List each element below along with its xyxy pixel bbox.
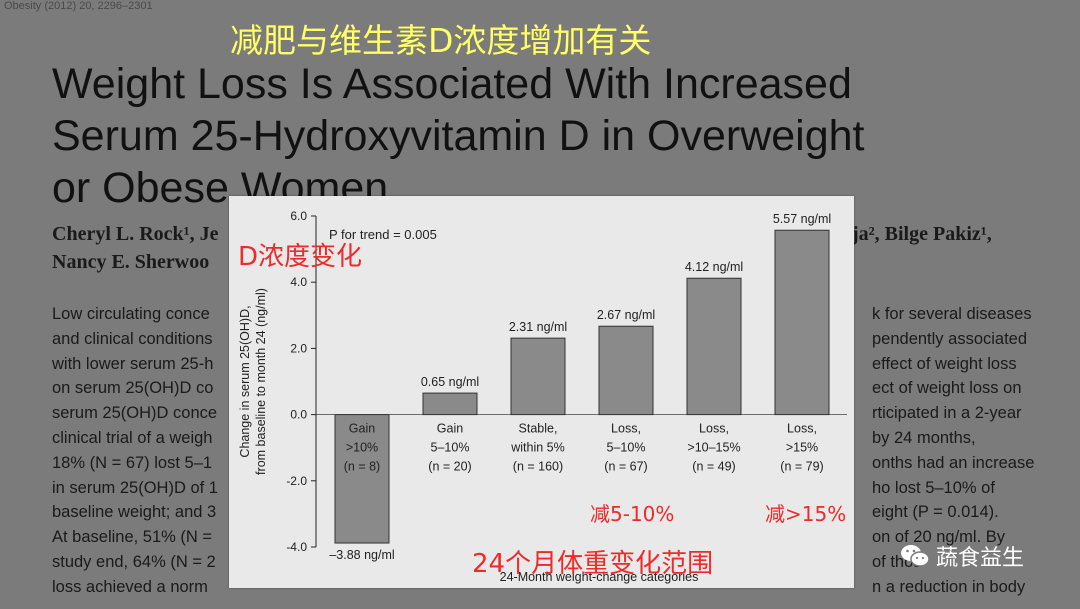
y-axis-label: Change in serum 25(OH)D, from baseline to… <box>238 288 268 475</box>
chinese-title: 减肥与维生素D浓度增加有关 <box>230 21 652 60</box>
abstract-line-right: ho lost 5–10% of <box>872 478 995 497</box>
category-label: Gain <box>437 422 463 436</box>
bar-value-label: 2.31 ng/ml <box>509 320 567 334</box>
x-axis-label: 24-Month weight-change categories <box>500 570 699 584</box>
abstract-line: clinical trial of a weigh by 24 months, <box>52 426 1052 451</box>
abstract-line: serum 25(OH)D conce rticipated in a 2-yea… <box>52 401 1052 426</box>
abstract-line-left: with lower serum 25-h <box>52 354 214 373</box>
abstract-line: baseline weight; and 3 eight (P = 0.014). <box>52 500 1052 525</box>
category-label: Loss, <box>787 422 817 436</box>
wechat-icon <box>901 545 930 567</box>
category-label: Gain <box>349 422 375 436</box>
abstract-line-right: onths had an increase <box>872 453 1035 472</box>
authors-line-2: Nancy E. Sherwoo <box>52 251 210 273</box>
bar-value-label: 5.57 ng/ml <box>773 212 831 226</box>
d-change-overlay: D浓度变化 <box>238 242 363 272</box>
abstract-line-left: in serum 25(OH)D of 1 <box>52 478 218 497</box>
category-label: (n = 8) <box>344 460 380 474</box>
bar <box>334 414 390 544</box>
abstract-line-left: At baseline, 51% (N = <box>52 528 213 547</box>
abstract-line-left: study end, 64% (N = 2 <box>52 552 216 571</box>
y-tick-label: -4.0 <box>286 540 307 554</box>
range-overlay: 24个月体重变化范围 <box>472 549 714 579</box>
abstract-line-left: 18% (N = 67) lost 5–1 <box>52 453 213 472</box>
abstract-line-left: baseline weight; and 3 <box>52 503 217 522</box>
category-label: within 5% <box>510 441 565 455</box>
y-tick-label: -2.0 <box>286 474 307 488</box>
authors-line-1-right: ja², Bilge Pakiz¹, <box>852 223 992 245</box>
bar <box>598 325 654 416</box>
bar-chart: 6.0 4.0 2.0 0.0 -2.0 -4.0 Change in serum 25(O… <box>238 209 847 584</box>
y-axis-label-line: Change in serum 25(OH)D, <box>238 305 252 457</box>
abstract-line: Low circulating conce k for several disea… <box>52 302 1052 327</box>
abstract-line-right: eight (P = 0.014). <box>872 503 999 522</box>
y-axis-label-line: from baseline to month 24 (ng/ml) <box>254 288 268 475</box>
abstract-line: on serum 25(OH)D co ect of weight loss on <box>52 376 1052 401</box>
abstract-line-left: on serum 25(OH)D co <box>52 379 214 398</box>
abstract-line: loss achieved a norm n a reduction in bod… <box>52 575 1052 600</box>
bar-chart-figure: 6.0 4.0 2.0 0.0 -2.0 -4.0 Change in serum 25(O… <box>229 196 854 588</box>
category-label: (n = 20) <box>428 460 471 474</box>
abstract-line-left: Low circulating conce <box>52 305 210 323</box>
y-tick-label: 0.0 <box>290 408 307 422</box>
loss-5-10-overlay: 减5-10% <box>590 502 675 526</box>
category-label: (n = 79) <box>780 460 823 474</box>
category-label: 5–10% <box>431 441 470 455</box>
authors-line-1: Cheryl L. Rock¹, Je <box>52 223 219 245</box>
watermark-text: 蔬食益生 <box>936 546 1025 571</box>
p-trend-annotation: P for trend = 0.005 <box>329 227 437 242</box>
abstract-line: 18% (N = 67) lost 5–1 onths had an increa… <box>52 451 1052 476</box>
category-label: 5–10% <box>607 441 646 455</box>
y-tick-label: 4.0 <box>290 275 307 289</box>
abstract-line-right: rticipated in a 2-year <box>872 404 1022 423</box>
abstract-line-right: n a reduction in body <box>872 577 1026 596</box>
watermark: 蔬食益生 <box>900 540 1024 572</box>
category-label: >15% <box>786 441 818 455</box>
category-label: Loss, <box>611 422 641 436</box>
abstract-line-right: k for several diseases <box>872 305 1032 323</box>
authors: Cheryl L. Rock¹, Je ja², Bilge Pakiz¹, N… <box>52 220 1052 276</box>
bar-value-label: 4.12 ng/ml <box>685 260 743 274</box>
abstract-line-right: on of 20 ng/ml. By <box>872 528 1005 547</box>
abstract-line-right: ect of weight loss on <box>872 379 1022 398</box>
abstract-line-left: serum 25(OH)D conce <box>52 404 218 423</box>
abstract-line-right: effect of weight loss <box>872 354 1017 373</box>
abstract-line-right: by 24 months, <box>872 428 976 447</box>
abstract: Low circulating conce k for several disea… <box>52 302 1052 600</box>
abstract-line: with lower serum 25-h effect of weight lo… <box>52 352 1052 377</box>
paper-title-line: Serum 25-Hydroxyvitamin D in Overweight <box>52 112 865 160</box>
loss-15-overlay: 减>15% <box>765 502 847 526</box>
category-label: (n = 67) <box>604 460 647 474</box>
category-label: Loss, <box>699 422 729 436</box>
bar <box>774 229 830 416</box>
bar-value-label: 0.65 ng/ml <box>421 375 479 389</box>
category-label: (n = 160) <box>513 460 563 474</box>
bar-value-label: 2.67 ng/ml <box>597 308 655 322</box>
abstract-line-right: pendently associated <box>872 329 1028 348</box>
abstract-line: in serum 25(OH)D of 1 ho lost 5–10% of <box>52 476 1052 501</box>
paper-title-line: Weight Loss Is Associated With Increased <box>52 60 852 108</box>
category-label: >10% <box>346 441 378 455</box>
bar-value-label: –3.88 ng/ml <box>329 548 394 562</box>
paper-title: Weight Loss Is Associated With Increased… <box>52 58 1052 214</box>
abstract-line-left: loss achieved a norm <box>52 577 208 596</box>
abstract-line: At baseline, 51% (N = on of 20 ng/ml. By <box>52 525 1052 550</box>
bar <box>422 392 478 416</box>
category-label: (n = 49) <box>692 460 735 474</box>
y-tick-label: 2.0 <box>290 341 307 355</box>
category-label: >10–15% <box>687 441 740 455</box>
category-label: Stable, <box>519 422 558 436</box>
journal-reference: Obesity (2012) 20, 2296–2301 <box>4 0 153 12</box>
y-tick-label: 6.0 <box>290 209 307 223</box>
bar <box>510 337 566 416</box>
bar <box>686 277 742 416</box>
abstract-line-left: clinical trial of a weigh <box>52 428 213 447</box>
abstract-line-left: and clinical conditions <box>52 329 213 348</box>
abstract-line: and clinical conditions pendently associa… <box>52 327 1052 352</box>
